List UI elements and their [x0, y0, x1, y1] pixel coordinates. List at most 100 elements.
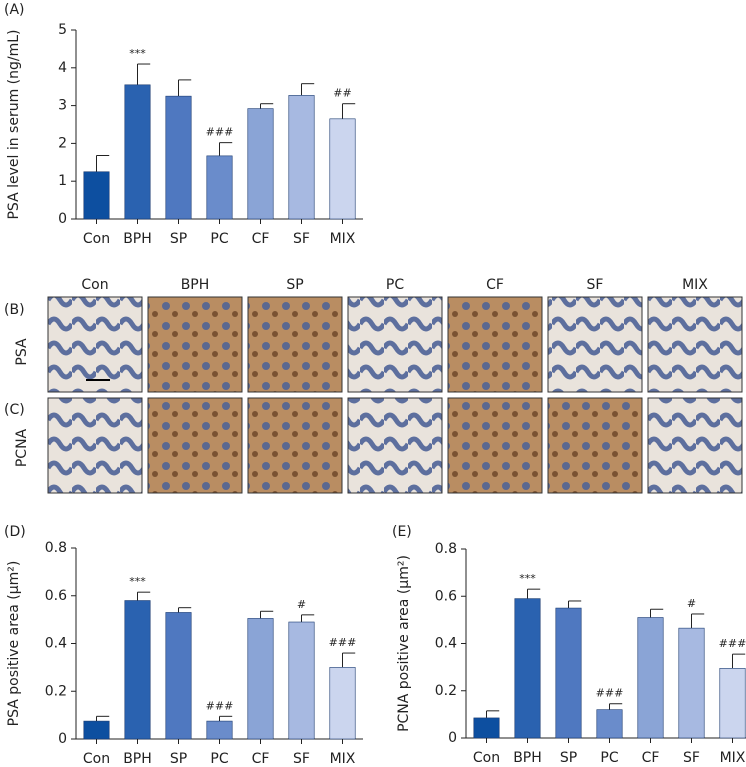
x-tick-label: Con [83, 751, 110, 767]
bar [514, 598, 541, 739]
bar [206, 155, 233, 220]
bar [124, 600, 151, 740]
y-tick-label: 5 [58, 22, 67, 38]
x-tick-label: MIX [330, 751, 356, 767]
column-label: MIX [682, 277, 708, 293]
panel-label: (C) [4, 402, 25, 418]
bar [555, 607, 582, 739]
x-tick-label: MIX [330, 231, 356, 247]
micrograph [647, 397, 743, 494]
x-tick-label: SP [170, 231, 187, 247]
significance-label: ### [329, 636, 357, 649]
y-axis-title: PSA positive area (μm²) [6, 561, 22, 727]
significance-label: ### [206, 126, 234, 139]
micrograph [47, 397, 143, 494]
micrograph [547, 296, 643, 393]
y-tick-label: 0.6 [435, 588, 457, 604]
y-axis-title: PSA level in serum (ng/mL) [6, 29, 22, 219]
x-tick-label: Con [83, 231, 110, 247]
significance-label: ## [333, 87, 351, 100]
column-label: CF [486, 277, 504, 293]
x-tick-label: PC [210, 751, 228, 767]
column-label: SF [587, 277, 604, 293]
significance-label: *** [129, 47, 146, 60]
bar [596, 709, 623, 739]
x-tick-label: SF [683, 750, 700, 766]
micrograph [347, 296, 443, 393]
micrograph [147, 296, 243, 393]
micrograph [347, 397, 443, 494]
x-tick-label: CF [252, 751, 270, 767]
bar [206, 720, 233, 740]
bar [124, 84, 151, 220]
bar [637, 617, 664, 739]
panel-label: (A) [4, 2, 25, 18]
bar [247, 618, 274, 740]
x-tick-label: BPH [123, 231, 152, 247]
column-label: BPH [181, 277, 210, 293]
bar [719, 668, 746, 739]
y-axis-title: PCNA positive area (μm²) [396, 555, 412, 732]
row-label: PSA [14, 338, 30, 366]
column-label: SP [286, 277, 303, 293]
micrograph [647, 296, 743, 393]
significance-label: *** [129, 575, 146, 588]
significance-label: ### [596, 687, 624, 700]
bar [678, 627, 705, 739]
x-tick-label: Con [473, 750, 500, 766]
micrograph [547, 397, 643, 494]
significance-label: # [687, 597, 696, 610]
y-tick-label: 0.8 [435, 541, 457, 557]
x-tick-label: SP [560, 750, 577, 766]
bar [165, 95, 192, 220]
column-label: Con [81, 277, 108, 293]
y-tick-label: 1 [58, 173, 67, 189]
micrograph [447, 296, 543, 393]
y-tick-label: 0.2 [435, 683, 457, 699]
significance-label: # [297, 598, 306, 611]
x-tick-label: MIX [720, 750, 746, 766]
y-tick-label: 3 [58, 98, 67, 114]
x-tick-label: BPH [123, 751, 152, 767]
y-tick-label: 4 [58, 60, 67, 76]
x-tick-label: CF [642, 750, 660, 766]
bar [329, 667, 356, 740]
x-tick-label: SF [293, 751, 310, 767]
x-tick-label: SP [170, 751, 187, 767]
y-tick-label: 2 [58, 135, 67, 151]
column-label: PC [386, 277, 404, 293]
x-tick-label: CF [252, 231, 270, 247]
bar [288, 621, 315, 740]
y-tick-label: 0 [58, 731, 67, 747]
y-tick-label: 0 [448, 730, 457, 746]
y-tick-label: 0.2 [45, 683, 67, 699]
panel-label: (B) [4, 302, 25, 318]
bar [83, 720, 110, 740]
significance-label: ### [719, 637, 746, 650]
significance-label: *** [519, 572, 536, 585]
bar [329, 118, 356, 220]
panel-label: (E) [392, 524, 412, 540]
x-tick-label: SF [293, 231, 310, 247]
bar [83, 171, 110, 220]
x-tick-label: PC [600, 750, 618, 766]
y-tick-label: 0.8 [45, 540, 67, 556]
x-tick-label: PC [210, 231, 228, 247]
bar [247, 108, 274, 220]
bar [288, 95, 315, 220]
micrograph [147, 397, 243, 494]
micrograph [247, 397, 343, 494]
panel-label: (D) [4, 524, 26, 540]
row-label: PCNA [14, 428, 30, 467]
y-tick-label: 0.6 [45, 588, 67, 604]
bar [165, 612, 192, 740]
bar [473, 717, 500, 739]
y-tick-label: 0 [58, 211, 67, 227]
micrograph [247, 296, 343, 393]
y-tick-label: 0.4 [435, 636, 457, 652]
micrograph [47, 296, 143, 393]
significance-label: ### [206, 699, 234, 712]
x-tick-label: BPH [513, 750, 542, 766]
y-tick-label: 0.4 [45, 636, 67, 652]
